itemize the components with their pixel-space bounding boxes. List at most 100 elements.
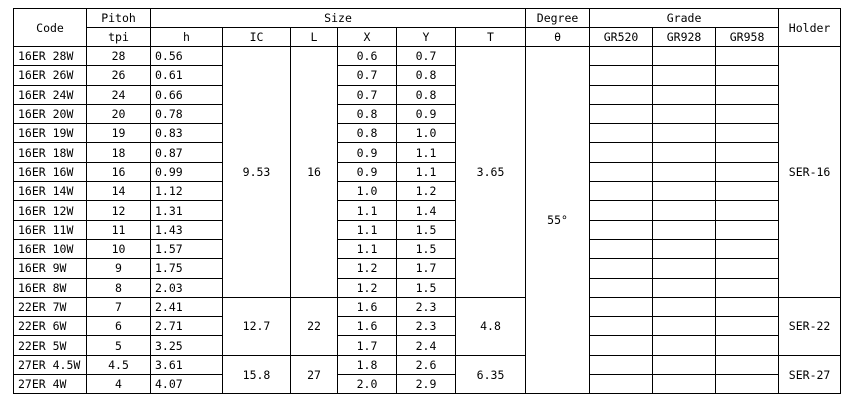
y-cell: 0.8 (396, 84, 456, 105)
code-cell: 16ER 18W (13, 142, 87, 163)
table-row: 16ER 26W 26 0.61 0.7 0.8 (13, 65, 841, 86)
tpi-cell: 26 (86, 65, 151, 86)
grade-cell (715, 123, 780, 144)
tpi-cell: 14 (86, 181, 151, 202)
subheader-x: X (337, 27, 397, 47)
x-cell: 0.8 (337, 103, 397, 125)
grade-cell (589, 335, 654, 356)
code-cell: 22ER 5W (13, 335, 87, 356)
code-cell: 16ER 8W (13, 277, 87, 298)
header-grade: Grade (589, 8, 780, 28)
table-row: 16ER 28W 28 0.56 9.53 16 0.6 0.7 3.65 55° SER-16 (13, 45, 842, 395)
t-cell: 3.65 (454, 46, 527, 298)
header-holder: Holder (778, 8, 842, 47)
code-cell: 27ER 4.5W (13, 354, 87, 376)
table-row: 16ER 11W 11 1.43 1.1 1.5 (13, 219, 841, 240)
h-cell: 1.75 (150, 258, 223, 279)
code-cell: 16ER 12W (13, 200, 87, 221)
tpi-cell: 5 (86, 335, 151, 356)
grade-cell (715, 374, 780, 395)
header-degree: Degree (525, 8, 591, 28)
table-row: 16ER 10W 10 1.57 1.1 1.5 (13, 238, 841, 260)
t-cell: 6.35 (454, 354, 527, 395)
h-cell: 0.61 (150, 65, 223, 86)
x-cell: 0.7 (337, 84, 397, 105)
tpi-cell: 6 (86, 316, 151, 337)
x-cell: 1.8 (337, 354, 397, 376)
h-cell: 3.61 (150, 354, 223, 376)
h-cell: 2.41 (150, 296, 223, 318)
grade-cell (589, 296, 654, 318)
tpi-cell: 8 (86, 277, 151, 298)
tpi-cell: 4 (86, 374, 151, 395)
grade-cell (715, 103, 780, 125)
grade-cell (652, 200, 717, 221)
y-cell: 2.4 (396, 335, 456, 356)
subheader-h: h (150, 27, 223, 47)
grade-cell (589, 123, 654, 144)
table-row: 16ER 18W 18 0.87 0.9 1.1 (13, 142, 841, 163)
y-cell: 1.1 (396, 142, 456, 163)
grade-cell (715, 316, 780, 337)
code-cell: 16ER 24W (13, 84, 87, 105)
x-cell: 1.6 (337, 296, 397, 318)
code-cell: 22ER 7W (13, 296, 87, 318)
grade-cell (652, 123, 717, 144)
y-cell: 1.7 (396, 258, 456, 279)
grade-cell (589, 374, 654, 395)
x-cell: 0.9 (337, 142, 397, 163)
grade-cell (715, 142, 780, 163)
subheader-l: L (290, 27, 338, 47)
grade-cell (652, 374, 717, 395)
subheader-tpi: tpi (86, 27, 151, 47)
grade-cell (589, 65, 654, 86)
grade-cell (715, 200, 780, 221)
x-cell: 0.7 (337, 65, 397, 86)
table-row: 22ER 5W 5 3.25 1.7 2.4 (13, 335, 841, 356)
grade-cell (589, 161, 654, 183)
grade-cell (652, 354, 717, 376)
table-row: 16ER 14W 14 1.12 1.0 1.2 (13, 181, 841, 202)
grade-cell (652, 45, 717, 67)
code-cell: 22ER 6W (13, 316, 87, 337)
x-cell: 1.2 (337, 258, 397, 279)
tpi-cell: 11 (86, 219, 151, 240)
x-cell: 0.9 (337, 161, 397, 183)
y-cell: 2.3 (396, 316, 456, 337)
grade-cell (589, 219, 654, 240)
code-cell: 27ER 4W (13, 374, 87, 395)
h-cell: 0.78 (150, 103, 223, 125)
grade-cell (652, 296, 717, 318)
x-cell: 2.0 (337, 374, 397, 395)
ic-cell: 12.7 (222, 296, 291, 356)
grade-cell (589, 258, 654, 279)
grade-cell (589, 84, 654, 105)
ic-cell: 15.8 (222, 354, 291, 395)
holder-cell: SER-27 (778, 354, 842, 395)
y-cell: 0.7 (396, 45, 456, 67)
grade-cell (589, 200, 654, 221)
tpi-cell: 4.5 (86, 354, 151, 376)
ic-cell: 9.53 (222, 46, 291, 298)
grade-cell (589, 103, 654, 125)
h-cell: 0.83 (150, 123, 223, 144)
subheader-gr928: GR928 (652, 27, 717, 47)
grade-cell (715, 238, 780, 260)
tpi-cell: 19 (86, 123, 151, 144)
y-cell: 1.5 (396, 238, 456, 260)
y-cell: 0.9 (396, 103, 456, 125)
h-cell: 1.31 (150, 200, 223, 221)
x-cell: 0.6 (337, 45, 397, 67)
table-row: 16ER 20W 20 0.78 0.8 0.9 (13, 103, 841, 125)
l-cell: 22 (290, 296, 338, 356)
table-row: 16ER 16W 16 0.99 0.9 1.1 (13, 161, 841, 183)
grade-cell (652, 258, 717, 279)
h-cell: 0.66 (150, 84, 223, 105)
h-cell: 3.25 (150, 335, 223, 356)
tpi-cell: 12 (86, 200, 151, 221)
h-cell: 4.07 (150, 374, 223, 395)
grade-cell (715, 84, 780, 105)
y-cell: 1.5 (396, 277, 456, 298)
grade-cell (715, 161, 780, 183)
